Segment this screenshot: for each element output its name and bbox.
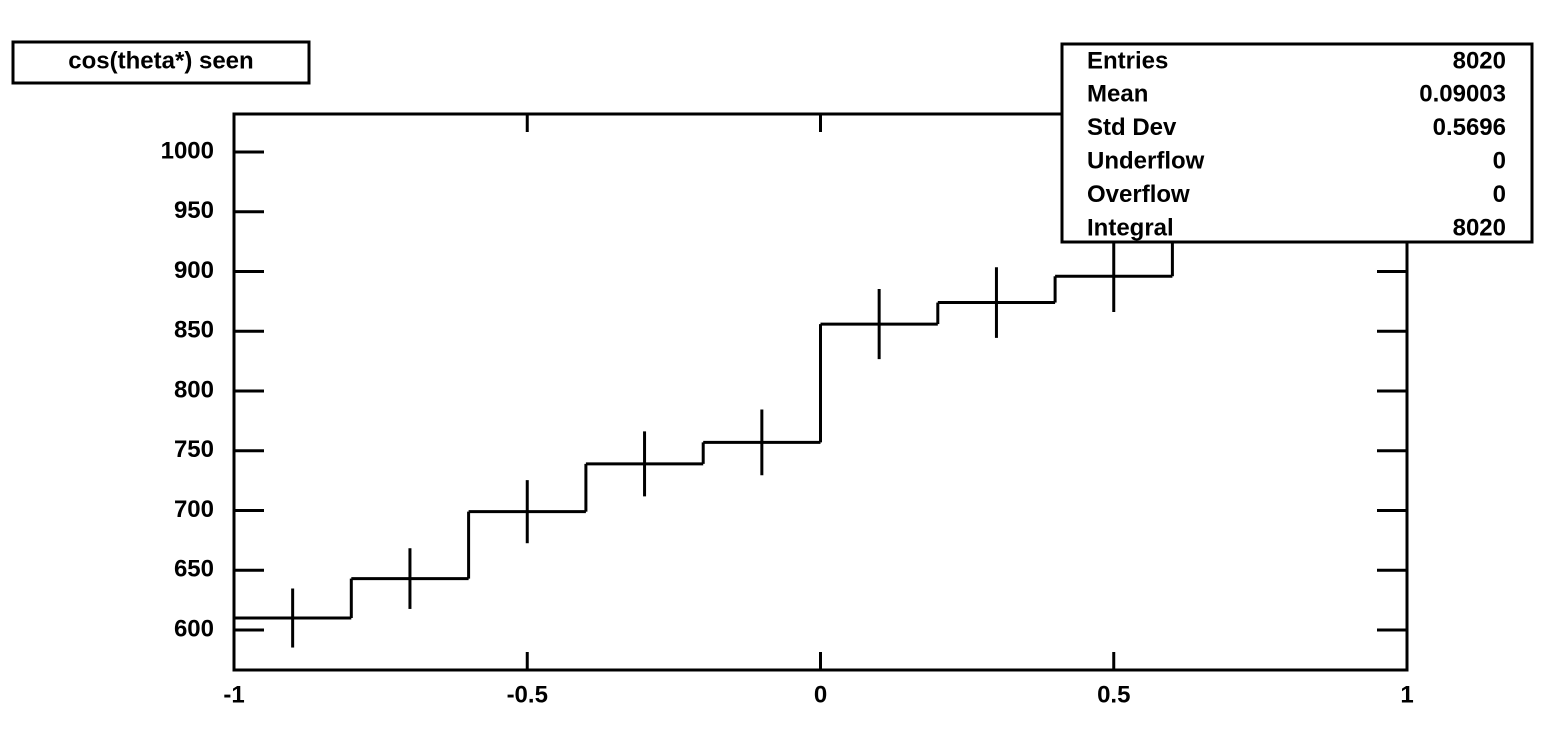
stats-value: 8020 — [1453, 47, 1506, 74]
stats-box — [1060, 42, 1534, 244]
stats-label: Entries — [1087, 47, 1168, 74]
stats-value: 0.09003 — [1419, 81, 1506, 108]
y-tick-label: 700 — [174, 496, 214, 523]
stats-value: 0 — [1493, 181, 1506, 208]
y-tick-label: 800 — [174, 376, 214, 403]
title-box — [11, 40, 311, 85]
y-tick-label: 650 — [174, 556, 214, 583]
chart-title: cos(theta*) seen — [68, 47, 253, 74]
y-tick-label: 900 — [174, 257, 214, 284]
x-tick-label: 1 — [1400, 681, 1413, 708]
stats-label: Integral — [1087, 214, 1174, 241]
stats-value: 0.5696 — [1433, 114, 1506, 141]
y-tick-label: 950 — [174, 197, 214, 224]
stats-label: Std Dev — [1087, 114, 1177, 141]
x-tick-label: -1 — [223, 681, 244, 708]
stats-label: Mean — [1087, 81, 1148, 108]
y-tick-label: 850 — [174, 317, 214, 344]
stats-label: Overflow — [1087, 181, 1190, 208]
y-tick-label: 750 — [174, 436, 214, 463]
stats-label: Underflow — [1087, 148, 1205, 175]
stats-value: 0 — [1493, 148, 1506, 175]
x-tick-label: 0.5 — [1097, 681, 1130, 708]
y-tick-label: 1000 — [161, 137, 214, 164]
y-tick-label: 600 — [174, 615, 214, 642]
plot-frame — [232, 112, 1409, 672]
stats-value: 8020 — [1453, 214, 1506, 241]
x-tick-label: -0.5 — [507, 681, 548, 708]
x-tick-label: 0 — [814, 681, 827, 708]
